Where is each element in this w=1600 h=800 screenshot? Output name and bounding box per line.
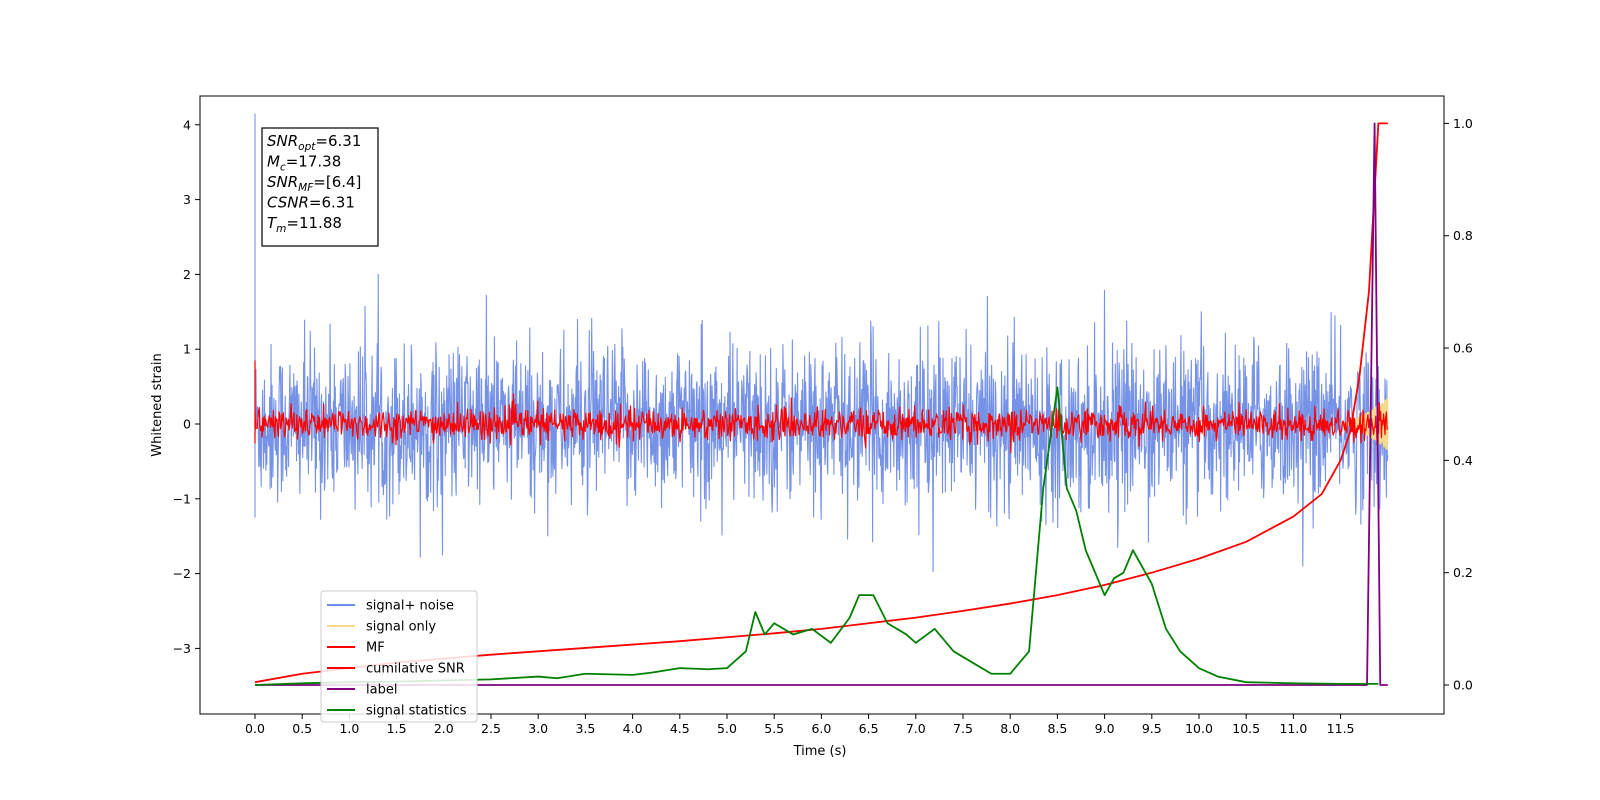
annotation-symbol: SNR <box>267 173 298 191</box>
x-tick-label: 0.5 <box>292 721 312 736</box>
annotation-value: =6.31 <box>315 132 361 150</box>
label-line <box>255 122 1388 686</box>
annotation-box <box>261 127 379 247</box>
annotation-line: SNRMF=[6.4] <box>267 173 361 194</box>
y-axis-label: Whitened strain <box>150 353 165 456</box>
x-tick-label: 11.5 <box>1327 721 1355 736</box>
x-tick-label: 4.0 <box>623 721 643 736</box>
y2-axis-ticks: 1.0 0.8 0.6 0.4 0.2 0.0 <box>1444 116 1473 693</box>
y-axis-ticks: 4 3 2 1 0 −1 −2 −3 <box>173 117 200 656</box>
x-tick-label: 7.0 <box>906 721 926 736</box>
y2-tick-label: 0.2 <box>1453 565 1473 580</box>
x-tick-label: 9.5 <box>1142 721 1162 736</box>
y-tick-label: 3 <box>183 192 191 207</box>
legend-label: MF <box>366 641 385 656</box>
annotation-subscript: c <box>280 162 286 174</box>
x-tick-label: 3.0 <box>528 721 548 736</box>
x-tick-label: 8.0 <box>1000 721 1020 736</box>
x-tick-label: 4.5 <box>670 721 690 736</box>
signal-noise-line <box>254 113 1389 573</box>
annotation-value: =11.88 <box>286 214 342 232</box>
legend-label: label <box>366 683 397 698</box>
legend: signal+ noise signal only MF cumilative SNR… <box>320 590 478 723</box>
y-tick-label: −2 <box>173 566 191 581</box>
y-tick-label: 0 <box>183 417 191 432</box>
cumulative-snr-line <box>254 122 1388 684</box>
annotation-subscript: MF <box>298 182 314 194</box>
y-tick-label: 2 <box>183 267 191 282</box>
y2-tick-label: 0.0 <box>1453 678 1473 693</box>
legend-label: signal only <box>366 620 436 635</box>
annotation-symbol: M <box>267 153 280 171</box>
y2-tick-label: 1.0 <box>1453 116 1473 131</box>
annotation-symbol: SNR <box>267 132 298 150</box>
x-axis-ticks: 0.0 0.5 1.0 1.5 2.0 2.5 3.0 3.5 4.0 4.5 5.0 5.5 6.0 6… <box>245 714 1355 736</box>
legend-label: cumilative SNR <box>366 662 465 677</box>
annotation-value: =6.31 <box>309 194 355 212</box>
annotation-line: SNRopt=6.31 <box>267 132 361 153</box>
y-tick-label: 4 <box>183 117 191 132</box>
legend-label: signal+ noise <box>366 599 454 614</box>
x-axis-label: Time (s) <box>793 744 847 759</box>
stats-annotation: SNRopt=6.31Mc=17.38SNRMF=[6.4]CSNR=6.31T… <box>261 127 379 247</box>
x-tick-label: 9.0 <box>1095 721 1115 736</box>
x-tick-label: 5.0 <box>717 721 737 736</box>
x-tick-label: 3.5 <box>575 721 595 736</box>
series-layer <box>254 113 1389 686</box>
legend-label: signal statistics <box>366 704 467 719</box>
annotation-line: Tm=11.88 <box>267 214 342 235</box>
annotation-subscript: m <box>276 223 286 235</box>
x-tick-label: 5.5 <box>764 721 784 736</box>
mf-line <box>254 360 1388 454</box>
x-tick-label: 6.5 <box>859 721 879 736</box>
x-tick-label: 10.5 <box>1232 721 1260 736</box>
x-tick-label: 2.0 <box>434 721 454 736</box>
y2-tick-label: 0.4 <box>1453 453 1473 468</box>
x-tick-label: 2.5 <box>481 721 501 736</box>
x-tick-label: 1.5 <box>387 721 407 736</box>
annotation-subscript: opt <box>298 141 316 153</box>
x-tick-label: 7.5 <box>953 721 973 736</box>
annotation-value: =17.38 <box>286 153 342 171</box>
x-tick-label: 0.0 <box>245 721 265 736</box>
y2-tick-label: 0.6 <box>1453 341 1473 356</box>
y2-tick-label: 0.8 <box>1453 228 1473 243</box>
y-tick-label: 1 <box>183 342 191 357</box>
annotation-line: CSNR=6.31 <box>267 194 355 212</box>
y-tick-label: −3 <box>173 641 191 656</box>
x-tick-label: 1.0 <box>339 721 359 736</box>
x-tick-label: 8.5 <box>1047 721 1067 736</box>
x-tick-label: 6.0 <box>811 721 831 736</box>
annotation-line: Mc=17.38 <box>267 153 341 174</box>
signal-statistics-line <box>254 386 1379 686</box>
annotation-symbol: T <box>267 214 278 232</box>
plot-frame <box>199 95 1445 715</box>
x-tick-label: 10.0 <box>1185 721 1213 736</box>
annotation-value: =[6.4] <box>313 173 361 191</box>
y-tick-label: −1 <box>173 491 191 506</box>
legend-box <box>320 590 478 723</box>
x-tick-label: 11.0 <box>1279 721 1307 736</box>
annotation-symbol: CSNR <box>267 194 309 212</box>
